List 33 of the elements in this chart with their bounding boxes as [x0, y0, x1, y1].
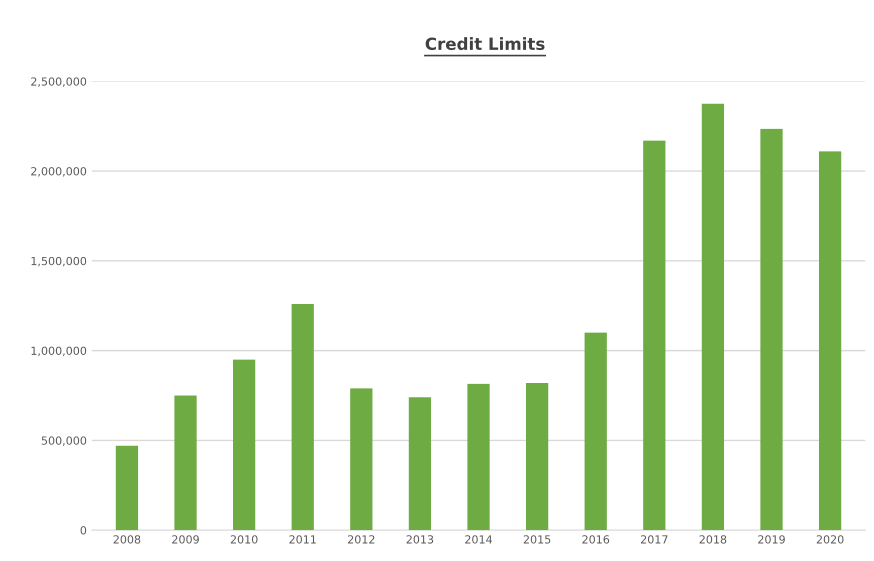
x-tick-label: 2015 — [524, 535, 550, 544]
y-tick-label: 1,000,000 — [32, 346, 86, 356]
x-tick-label: 2010 — [230, 535, 258, 544]
x-tick-label: 2017 — [640, 535, 668, 544]
bar — [292, 304, 314, 530]
x-tick-label: 2020 — [816, 535, 844, 544]
y-tick-label: 2,000,000 — [31, 167, 86, 177]
x-tick-label: 2012 — [348, 535, 374, 544]
bar — [350, 388, 372, 530]
x-tick-label: 2018 — [700, 535, 726, 544]
bar — [760, 128, 783, 530]
x-tick-label: 2013 — [406, 535, 434, 544]
y-tick-label: 0 — [80, 526, 86, 535]
x-tick-label: 2014 — [465, 535, 492, 544]
bar — [526, 382, 548, 530]
bar — [408, 397, 432, 530]
x-tick-label: 2011 — [289, 535, 316, 544]
bar — [702, 104, 724, 530]
bar — [232, 360, 256, 530]
bar — [584, 332, 607, 530]
bar — [116, 446, 138, 530]
x-tick-label: 2019 — [758, 535, 785, 544]
bar — [818, 151, 842, 530]
x-tick-label: 2008 — [114, 535, 140, 544]
bar — [174, 396, 197, 530]
y-tick-label: 500,000 — [42, 436, 86, 446]
x-tick-label: 2009 — [172, 535, 199, 544]
chart-title: Credit Limits — [426, 37, 545, 50]
bar — [643, 140, 666, 530]
y-tick-label: 1,500,000 — [32, 256, 86, 266]
y-tick-label: 2,500,000 — [31, 77, 86, 87]
bar — [467, 384, 490, 530]
x-tick-label: 2016 — [582, 535, 610, 544]
